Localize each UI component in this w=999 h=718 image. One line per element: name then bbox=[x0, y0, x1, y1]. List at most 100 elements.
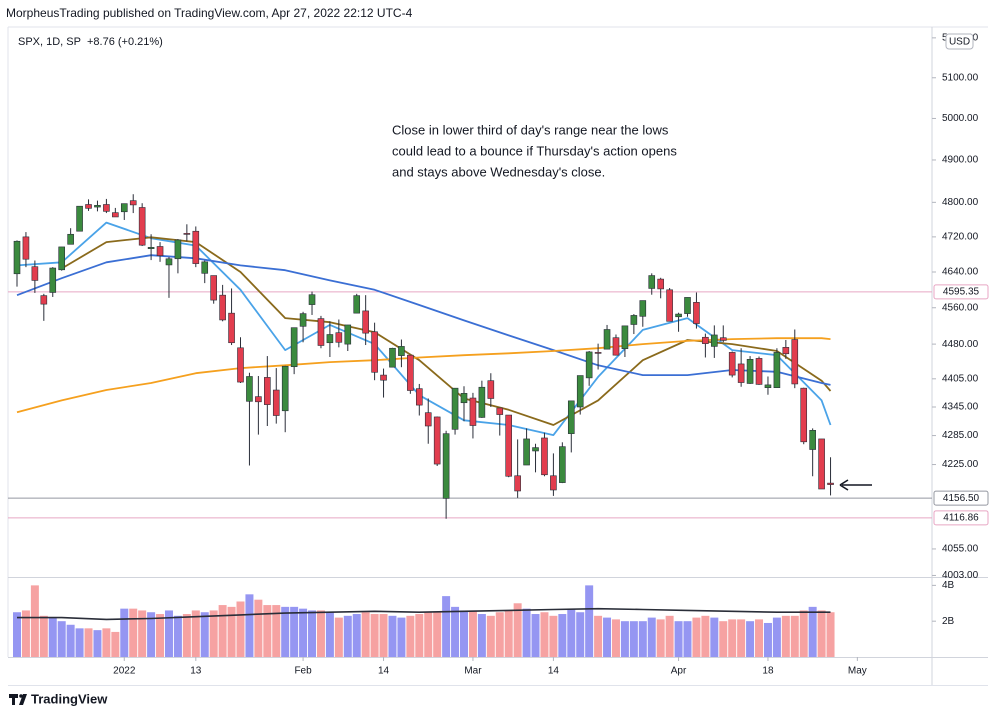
candle-body bbox=[40, 295, 48, 305]
y-tick-label: 5100.00 bbox=[942, 72, 979, 83]
candle-body bbox=[120, 203, 128, 213]
volume-bar bbox=[290, 606, 299, 657]
volume-bar bbox=[576, 612, 585, 657]
volume-bar bbox=[66, 624, 75, 657]
volume-bar bbox=[594, 615, 603, 657]
logo-dot bbox=[19, 694, 23, 698]
candle-body bbox=[362, 310, 369, 334]
candle-body bbox=[594, 352, 602, 354]
x-tick-label: Mar bbox=[464, 666, 482, 677]
candle-body bbox=[442, 433, 450, 499]
x-tick-label: 14 bbox=[548, 666, 560, 677]
price-label: 4595.35 bbox=[943, 287, 980, 298]
volume-bar bbox=[468, 610, 477, 657]
volume-bar bbox=[638, 621, 647, 657]
volume-bar bbox=[755, 619, 764, 657]
volume-bar bbox=[424, 612, 433, 657]
volume-bar bbox=[629, 621, 638, 657]
volume-bar bbox=[281, 606, 290, 657]
change: +8.76 (+0.21%) bbox=[87, 36, 163, 48]
volume-bar bbox=[737, 619, 746, 657]
volume-bar bbox=[102, 628, 111, 657]
candle-body bbox=[228, 312, 235, 344]
candle-body bbox=[612, 337, 620, 356]
candle-body bbox=[415, 388, 423, 406]
volume-bar bbox=[182, 614, 191, 657]
volume-bar bbox=[39, 615, 48, 657]
volume-bar bbox=[674, 621, 683, 657]
frame bbox=[7, 26, 988, 686]
candle-body bbox=[272, 389, 280, 416]
volume-bar bbox=[495, 612, 504, 657]
candle-body bbox=[255, 396, 262, 403]
volume-bar bbox=[316, 610, 325, 657]
volume-bar bbox=[272, 605, 281, 657]
volume-bar bbox=[656, 619, 665, 657]
plot-area: 5200.005100.005000.004900.004800.004720.… bbox=[8, 32, 989, 677]
annotation-line: could lead to a bounce if Thursday's act… bbox=[392, 143, 677, 158]
candle-body bbox=[326, 334, 334, 344]
candle-body bbox=[737, 363, 745, 383]
candle-body bbox=[576, 375, 584, 408]
candle-body bbox=[299, 313, 307, 327]
candle-body bbox=[505, 414, 513, 477]
candle-body bbox=[389, 347, 396, 368]
candle-body bbox=[22, 236, 30, 260]
candle-body bbox=[818, 438, 825, 490]
currency-box bbox=[945, 33, 974, 50]
y-tick-label: 4003.00 bbox=[942, 570, 979, 581]
price-label-box bbox=[933, 510, 989, 526]
x-tick-label: May bbox=[848, 666, 867, 677]
annotation-line: and stays above Wednesday's close. bbox=[392, 164, 605, 179]
candle-body bbox=[532, 447, 539, 452]
arrow bbox=[839, 479, 872, 491]
volume-bar bbox=[460, 610, 468, 657]
footer-logo: TradingView bbox=[9, 691, 108, 706]
volume-bar bbox=[209, 610, 218, 657]
candle-body bbox=[809, 429, 816, 450]
candle-body bbox=[460, 393, 468, 404]
candle-body bbox=[112, 212, 119, 218]
annotation-line: Close in lower third of day's range near… bbox=[392, 122, 669, 137]
volume-bar bbox=[218, 605, 227, 657]
symbol: SPX, 1D, SP bbox=[18, 36, 81, 48]
candle-body bbox=[702, 336, 709, 344]
candle-body bbox=[800, 387, 808, 443]
candle-body bbox=[424, 412, 432, 427]
volume-bar bbox=[352, 614, 361, 657]
volume-bar bbox=[236, 601, 245, 657]
volume-bar bbox=[173, 615, 182, 657]
volume-bar bbox=[513, 603, 522, 657]
volume-bar bbox=[522, 608, 531, 657]
price-label-box bbox=[933, 490, 989, 506]
candle-body bbox=[407, 354, 414, 391]
volume-bar bbox=[585, 585, 594, 657]
volume-bar bbox=[728, 619, 737, 657]
volume-bar bbox=[799, 610, 808, 657]
candle-body bbox=[603, 329, 611, 350]
volume-y-tick-label: 2B bbox=[942, 616, 955, 627]
volume-bar bbox=[111, 631, 120, 657]
volume-bar bbox=[540, 612, 549, 657]
candle-body bbox=[290, 327, 298, 368]
volume-bar bbox=[826, 612, 835, 657]
candle-body bbox=[755, 358, 763, 385]
candle-body bbox=[13, 240, 21, 275]
volume-bar bbox=[692, 617, 701, 657]
price-label-box bbox=[933, 284, 989, 300]
volume-bar bbox=[93, 630, 102, 657]
y-tick-label: 4225.00 bbox=[942, 459, 979, 470]
candle-body bbox=[523, 438, 530, 466]
x-tick-label: 18 bbox=[762, 666, 774, 677]
volume-bar bbox=[57, 621, 66, 657]
volume-bar bbox=[710, 617, 719, 657]
volume-bar bbox=[451, 606, 460, 657]
volume-bar bbox=[415, 614, 424, 657]
volume-bar bbox=[603, 617, 612, 657]
volume-bar bbox=[611, 619, 620, 657]
candle-body bbox=[165, 258, 173, 266]
x-tick-label: Feb bbox=[294, 666, 312, 677]
y-tick-label: 4480.00 bbox=[942, 339, 979, 350]
